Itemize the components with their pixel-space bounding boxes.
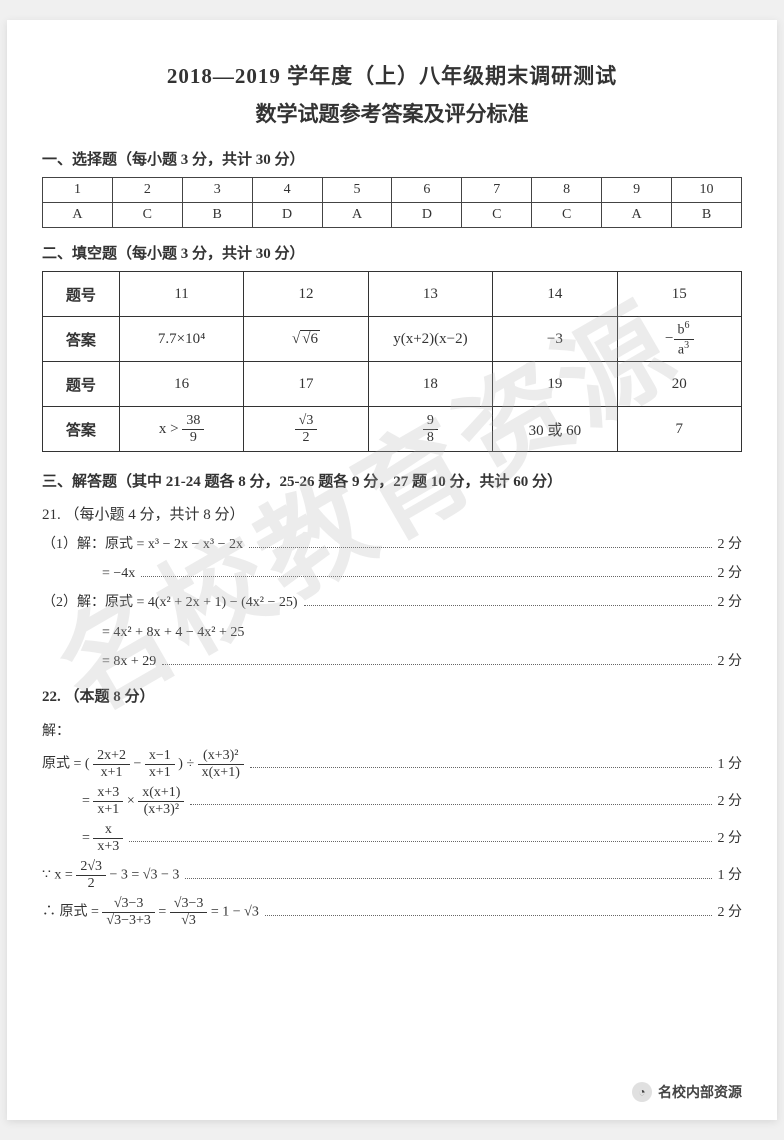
mc-num: 4 xyxy=(252,178,322,203)
mc-num: 6 xyxy=(392,178,462,203)
section-2-heading: 二、填空题（每小题 3 分，共计 30 分） xyxy=(42,242,742,263)
mc-num: 5 xyxy=(322,178,392,203)
q-num: 17 xyxy=(244,362,368,407)
mc-ans: C xyxy=(532,203,602,228)
mc-ans: A xyxy=(43,203,113,228)
exam-page: 名校教育资源 2018—2019 学年度（上）八年级期末调研测试 数学试题参考答… xyxy=(7,20,777,1120)
row-label: 题号 xyxy=(43,272,120,317)
section-1-heading: 一、选择题（每小题 3 分，共计 30 分） xyxy=(42,148,742,169)
solution-line: 解： xyxy=(42,719,742,744)
fill-blank-table: 题号 11 12 13 14 15 答案 7.7×10⁴ √6 y(x+2)(x… xyxy=(42,271,742,452)
solution-line: （1）解：原式 = x³ − 2x − x³ − 2x 2 分 xyxy=(42,532,742,557)
mc-ans: B xyxy=(182,203,252,228)
row-label: 答案 xyxy=(43,407,120,452)
mc-ans: C xyxy=(462,203,532,228)
q-ans: −b6a3 xyxy=(617,317,741,362)
mc-num: 8 xyxy=(532,178,602,203)
dot-leader xyxy=(249,547,712,548)
dot-leader xyxy=(141,576,711,577)
q-ans: −3 xyxy=(493,317,617,362)
q-ans: √6 xyxy=(244,317,368,362)
q-num: 15 xyxy=(617,272,741,317)
solutions-block: （1）解：原式 = x³ − 2x − x³ − 2x 2 分 = −4x 2 … xyxy=(42,532,742,929)
footer-text: 名校内部资源 xyxy=(658,1082,742,1102)
footer-branding: ◔ 名校内部资源 xyxy=(632,1082,742,1102)
mc-num: 3 xyxy=(182,178,252,203)
q-num: 14 xyxy=(493,272,617,317)
section-3-heading: 三、解答题（其中 21-24 题各 8 分，25-26 题各 9 分，27 题 … xyxy=(42,470,742,491)
solution-line: 原式 = ( 2x+2x+1 − x−1x+1 ) ÷ (x+3)²x(x+1)… xyxy=(42,748,742,781)
dot-leader xyxy=(129,841,711,842)
dot-leader xyxy=(265,915,712,916)
dot-leader xyxy=(250,767,712,768)
table-row: A C B D A D C C A B xyxy=(43,203,742,228)
solution-line: = xx+3 2 分 xyxy=(42,822,742,855)
solution-line: = 4x² + 8x + 4 − 4x² + 25 xyxy=(42,620,742,645)
mc-num: 2 xyxy=(112,178,182,203)
solution-line: ∴ 原式 = √3−3√3−3+3 = √3−3√3 = 1 − √3 2 分 xyxy=(42,896,742,929)
doc-title-1: 2018—2019 学年度（上）八年级期末调研测试 xyxy=(42,60,742,90)
q-ans: 7 xyxy=(617,407,741,452)
q-ans: 30 或 60 xyxy=(493,407,617,452)
q-num: 18 xyxy=(368,362,492,407)
mc-ans: B xyxy=(672,203,742,228)
solution-line: ∵ x = 2√32 − 3 = √3 − 3 1 分 xyxy=(42,859,742,892)
brand-icon: ◔ xyxy=(632,1082,652,1102)
dot-leader xyxy=(190,804,711,805)
multiple-choice-table: 1 2 3 4 5 6 7 8 9 10 A C B D A D C C A B xyxy=(42,177,742,228)
dot-leader xyxy=(304,605,712,606)
q-ans: x > 389 xyxy=(119,407,243,452)
q22-heading: 22. （本题 8 分） xyxy=(42,684,742,711)
q-ans: √32 xyxy=(244,407,368,452)
mc-ans: D xyxy=(392,203,462,228)
table-row: 1 2 3 4 5 6 7 8 9 10 xyxy=(43,178,742,203)
q-num: 12 xyxy=(244,272,368,317)
q-ans: y(x+2)(x−2) xyxy=(368,317,492,362)
q-ans: 7.7×10⁴ xyxy=(119,317,243,362)
row-label: 答案 xyxy=(43,317,120,362)
solution-line: = x+3x+1 × x(x+1)(x+3)² 2 分 xyxy=(42,785,742,818)
solution-line: （2）解：原式 = 4(x² + 2x + 1) − (4x² − 25) 2 … xyxy=(42,590,742,615)
q-num: 13 xyxy=(368,272,492,317)
solution-line: = 8x + 29 2 分 xyxy=(42,649,742,674)
row-label: 题号 xyxy=(43,362,120,407)
q21-heading: 21. （每小题 4 分，共计 8 分） xyxy=(42,503,742,524)
q-num: 19 xyxy=(493,362,617,407)
mc-ans: D xyxy=(252,203,322,228)
dot-leader xyxy=(185,878,711,879)
table-row: 答案 x > 389 √32 98 30 或 60 7 xyxy=(43,407,742,452)
q-num: 16 xyxy=(119,362,243,407)
q-num: 11 xyxy=(119,272,243,317)
mc-ans: C xyxy=(112,203,182,228)
table-row: 题号 16 17 18 19 20 xyxy=(43,362,742,407)
dot-leader xyxy=(162,664,711,665)
q-num: 20 xyxy=(617,362,741,407)
table-row: 答案 7.7×10⁴ √6 y(x+2)(x−2) −3 −b6a3 xyxy=(43,317,742,362)
mc-num: 9 xyxy=(602,178,672,203)
doc-title-2: 数学试题参考答案及评分标准 xyxy=(42,98,742,128)
mc-ans: A xyxy=(322,203,392,228)
mc-num: 7 xyxy=(462,178,532,203)
table-row: 题号 11 12 13 14 15 xyxy=(43,272,742,317)
q-ans: 98 xyxy=(368,407,492,452)
mc-ans: A xyxy=(602,203,672,228)
mc-num: 10 xyxy=(672,178,742,203)
solution-line: = −4x 2 分 xyxy=(42,561,742,586)
mc-num: 1 xyxy=(43,178,113,203)
